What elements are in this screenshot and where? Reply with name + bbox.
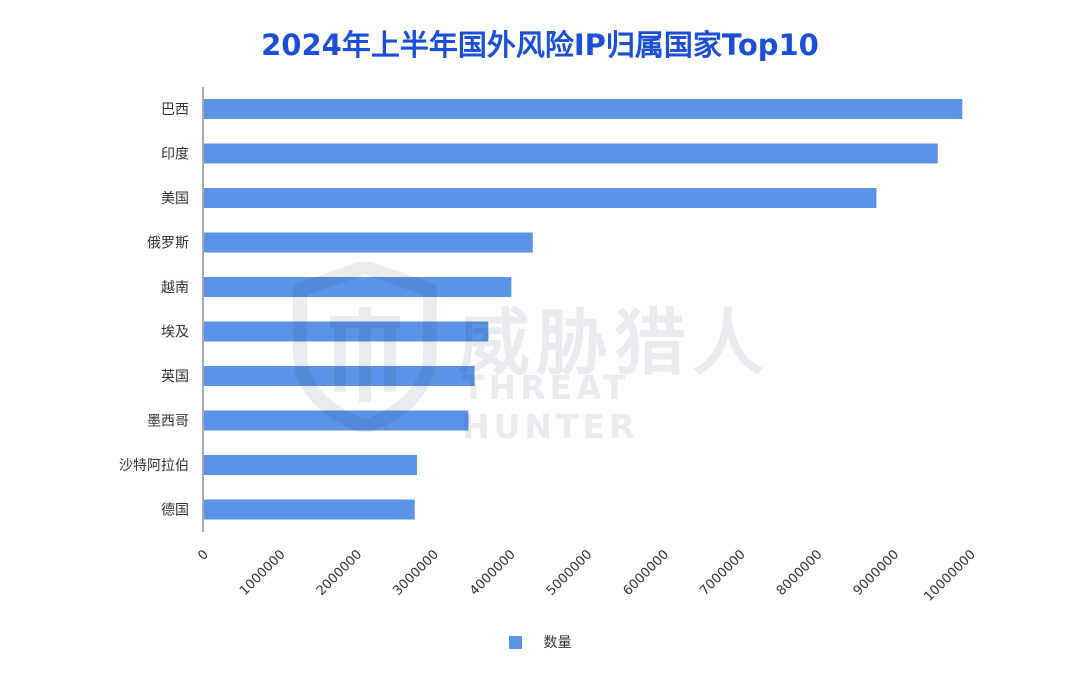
bar[interactable] [204, 455, 417, 475]
bar[interactable] [204, 99, 963, 119]
x-tick-labels-group: 0 1000000 2000000 3000000 4000000 5000000 6000… [195, 547, 978, 604]
category-label: 墨西哥 [147, 414, 189, 430]
bar[interactable] [204, 188, 877, 208]
x-tick-label: 5000000 [544, 547, 596, 599]
category-label: 德国 [161, 503, 189, 519]
watermark: 威胁猎人 THREAT HUNTER [290, 259, 790, 446]
x-tick-label: 3000000 [390, 547, 442, 599]
bars-group [204, 99, 963, 520]
category-label: 印度 [161, 147, 189, 163]
shield-logo-icon [293, 259, 437, 435]
x-tick-label: 4000000 [467, 547, 519, 599]
x-tick-label: 8000000 [774, 547, 826, 599]
legend-swatch [508, 636, 522, 649]
bar[interactable] [204, 232, 533, 253]
watermark-cn: 威胁猎人 [458, 301, 771, 385]
category-label: 英国 [161, 368, 189, 385]
category-label: 巴西 [161, 102, 189, 118]
x-tick-label: 9000000 [851, 547, 903, 599]
bar[interactable] [204, 277, 512, 297]
x-tick-label: 0 [195, 547, 211, 563]
x-tick-label: 2000000 [314, 547, 366, 599]
bar[interactable] [204, 321, 489, 342]
x-tick-label: 10000000 [921, 547, 978, 604]
bar[interactable] [204, 499, 415, 520]
bar[interactable] [204, 366, 475, 386]
x-tick-label: 7000000 [697, 547, 749, 599]
category-label: 俄罗斯 [147, 236, 189, 252]
x-tick-label: 1000000 [237, 547, 289, 599]
category-label: 美国 [161, 191, 189, 207]
bar[interactable] [204, 410, 469, 431]
category-label: 越南 [161, 280, 189, 296]
bar[interactable] [204, 143, 938, 164]
legend-label: 数量 [543, 635, 572, 651]
chart-title: 2024年上半年国外风险IP归属国家Top10 [261, 28, 819, 62]
category-label: 埃及 [161, 325, 189, 341]
category-label: 沙特阿拉伯 [119, 458, 189, 474]
x-tick-label: 6000000 [620, 547, 672, 599]
watermark-en: THREAT HUNTER [462, 368, 639, 446]
legend[interactable]: 数量 [0, 632, 1080, 652]
